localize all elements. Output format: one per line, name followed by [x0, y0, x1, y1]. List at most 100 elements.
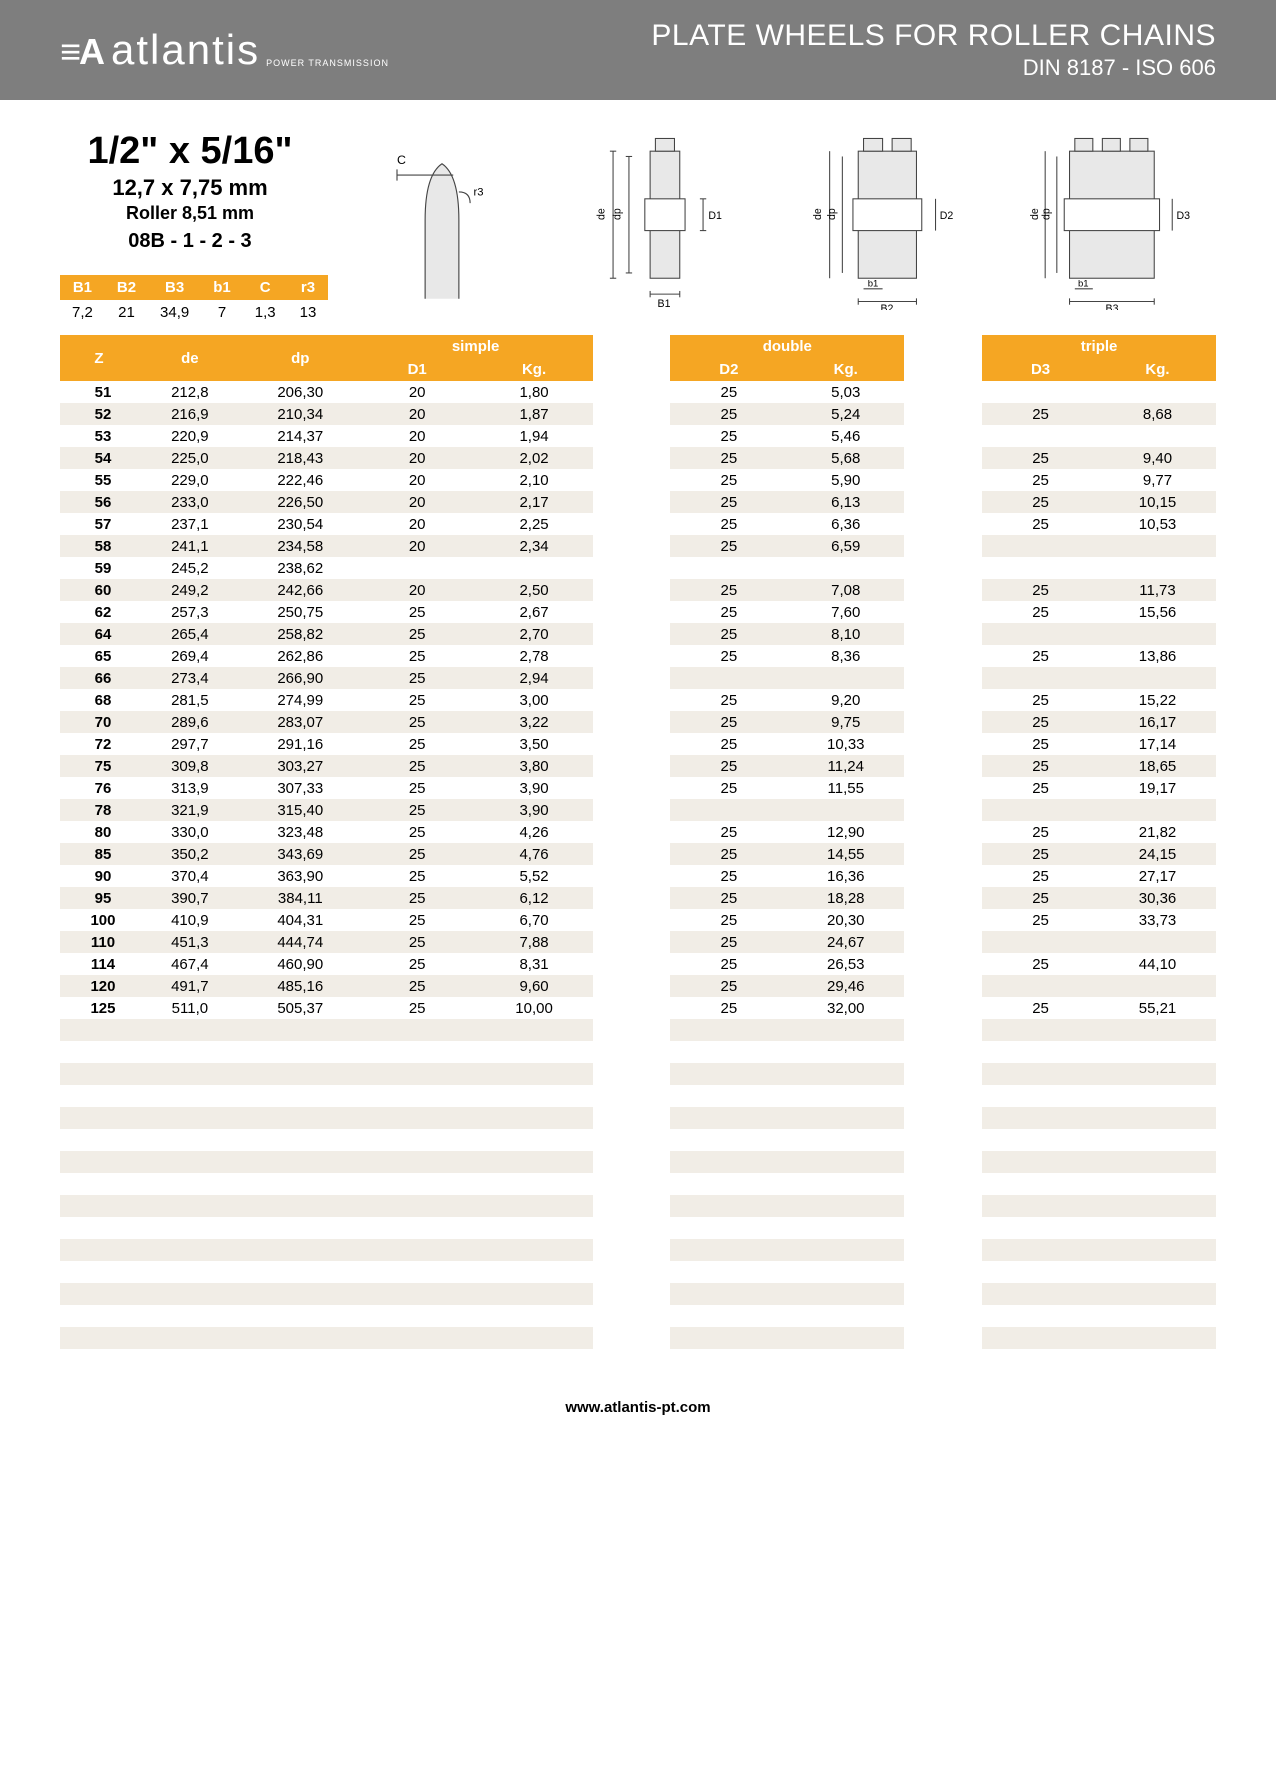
table-cell: 25	[670, 513, 787, 535]
table-cell: 33,73	[1099, 909, 1216, 931]
table-cell: 25	[670, 821, 787, 843]
table-row: 95390,7384,11256,122518,282530,36	[60, 887, 1216, 909]
th-kg1: Kg.	[476, 358, 593, 381]
table-cell	[904, 1327, 982, 1349]
table-cell: 20	[359, 447, 476, 469]
table-cell: 6,13	[787, 491, 904, 513]
table-body: 51212,8206,30201,80255,0352216,9210,3420…	[60, 381, 1216, 1349]
table-cell: 19,17	[1099, 777, 1216, 799]
svg-text:dp: dp	[826, 208, 838, 220]
table-cell: 6,70	[476, 909, 593, 931]
table-cell	[904, 997, 982, 1019]
table-cell	[60, 1129, 138, 1151]
table-cell: 25	[359, 711, 476, 733]
table-cell	[670, 1305, 787, 1327]
table-row: 78321,9315,40253,90	[60, 799, 1216, 821]
table-cell	[593, 1063, 671, 1085]
table-cell: 10,00	[476, 997, 593, 1019]
table-cell	[982, 799, 1099, 821]
table-cell: 444,74	[242, 931, 359, 953]
table-cell: 25	[359, 733, 476, 755]
svg-text:dp: dp	[1040, 208, 1052, 220]
table-cell: 25	[982, 513, 1099, 535]
table-cell	[904, 469, 982, 491]
main-table-wrap: Z de dp simple double triple D1 Kg. D2 K…	[0, 335, 1276, 1379]
table-cell	[593, 755, 671, 777]
table-cell: 25	[982, 909, 1099, 931]
table-cell	[982, 1129, 1099, 1151]
spec-code: 08B - 1 - 2 - 3	[60, 230, 320, 253]
table-cell	[904, 579, 982, 601]
table-cell	[1099, 975, 1216, 997]
table-row: 70289,6283,07253,22259,752516,17	[60, 711, 1216, 733]
table-cell: 25	[670, 887, 787, 909]
table-cell: 10,15	[1099, 491, 1216, 513]
table-row: 114467,4460,90258,312526,532544,10	[60, 953, 1216, 975]
table-cell	[242, 1129, 359, 1151]
table-row: 59245,2238,62	[60, 557, 1216, 579]
table-cell	[593, 469, 671, 491]
table-cell	[904, 403, 982, 425]
table-cell	[787, 1107, 904, 1129]
table-cell: 16,36	[787, 865, 904, 887]
table-cell: 6,59	[787, 535, 904, 557]
table-cell: 467,4	[138, 953, 242, 975]
table-cell: 7,60	[787, 601, 904, 623]
table-cell: 16,17	[1099, 711, 1216, 733]
table-cell: 291,16	[242, 733, 359, 755]
table-cell: 25	[359, 755, 476, 777]
table-cell: 8,36	[787, 645, 904, 667]
table-cell	[476, 1305, 593, 1327]
svg-text:B2: B2	[880, 303, 893, 310]
table-cell	[904, 513, 982, 535]
table-cell	[982, 1019, 1099, 1041]
table-cell: 13,86	[1099, 645, 1216, 667]
table-cell: 25	[359, 997, 476, 1019]
table-cell	[904, 799, 982, 821]
table-cell: 2,34	[476, 535, 593, 557]
table-cell: 29,46	[787, 975, 904, 997]
table-cell: 90	[60, 865, 138, 887]
table-cell	[593, 381, 671, 403]
table-cell: 18,65	[1099, 755, 1216, 777]
table-cell	[138, 1261, 242, 1283]
table-cell	[593, 799, 671, 821]
table-cell: 25	[670, 469, 787, 491]
table-cell: 485,16	[242, 975, 359, 997]
table-cell: 25	[670, 733, 787, 755]
table-cell	[476, 1129, 593, 1151]
table-cell	[1099, 535, 1216, 557]
table-cell: 25	[359, 667, 476, 689]
table-cell	[359, 1151, 476, 1173]
table-cell	[60, 1239, 138, 1261]
table-cell	[60, 1063, 138, 1085]
table-cell: 20	[359, 425, 476, 447]
table-cell: 3,90	[476, 777, 593, 799]
table-cell: 7,88	[476, 931, 593, 953]
table-cell	[359, 1129, 476, 1151]
table-cell: 25	[982, 865, 1099, 887]
table-cell	[982, 1085, 1099, 1107]
table-row: 100410,9404,31256,702520,302533,73	[60, 909, 1216, 931]
table-cell	[476, 1085, 593, 1107]
table-row: 65269,4262,86252,78258,362513,86	[60, 645, 1216, 667]
table-cell: 65	[60, 645, 138, 667]
table-cell: 55	[60, 469, 138, 491]
table-cell	[593, 711, 671, 733]
table-cell: 25	[982, 645, 1099, 667]
table-cell: 343,69	[242, 843, 359, 865]
mini-td: 34,9	[148, 300, 201, 325]
table-cell: 274,99	[242, 689, 359, 711]
table-cell: 370,4	[138, 865, 242, 887]
table-cell	[982, 1041, 1099, 1063]
table-cell	[359, 1173, 476, 1195]
table-cell	[904, 601, 982, 623]
table-cell	[359, 1283, 476, 1305]
table-cell: 1,94	[476, 425, 593, 447]
svg-text:r3: r3	[474, 186, 484, 198]
table-cell	[242, 1283, 359, 1305]
table-cell	[904, 1261, 982, 1283]
table-cell	[982, 1327, 1099, 1349]
table-cell	[670, 1151, 787, 1173]
table-cell: 51	[60, 381, 138, 403]
